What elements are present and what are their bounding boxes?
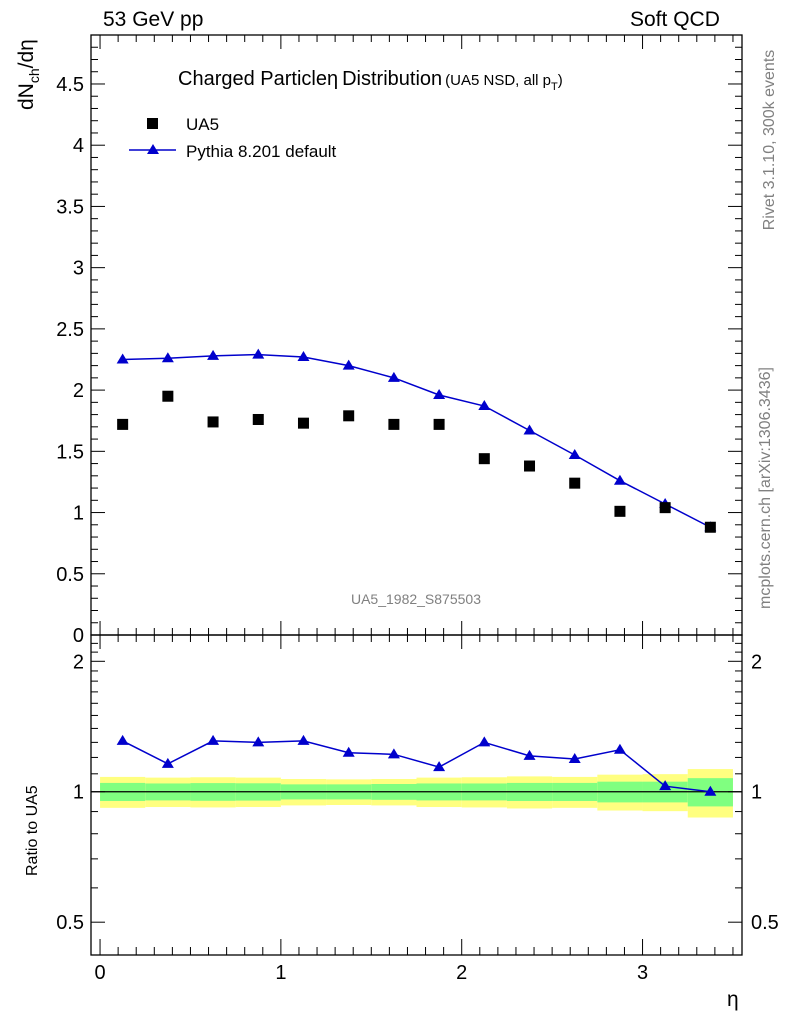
pythia-point xyxy=(387,371,400,382)
pythia-point xyxy=(478,400,491,411)
ratio-point xyxy=(297,734,310,745)
ua5-point xyxy=(704,521,716,533)
ua5-point xyxy=(388,418,400,430)
x-axis-label: η xyxy=(727,988,739,1011)
ua5-point xyxy=(524,460,536,472)
ratio-point xyxy=(387,748,400,759)
x-tick-label: 2 xyxy=(456,962,467,984)
ua5-point xyxy=(162,390,174,402)
main-chart-title: Charged Particleη Distribution (UA5 NSD, a… xyxy=(178,68,563,93)
category-label: Soft QCD xyxy=(630,8,720,31)
main-y-tick-label: 4 xyxy=(73,135,84,157)
legend-pythia-label: Pythia 8.201 default xyxy=(186,142,337,161)
ratio-y-tick-label-right: 2 xyxy=(751,651,762,673)
ua5-point xyxy=(659,502,671,514)
analysis-watermark: UA5_1982_S875503 xyxy=(351,591,481,607)
main-y-tick-label: 3 xyxy=(73,258,84,280)
ratio-point xyxy=(116,734,129,745)
ratio-y-tick-label: 1 xyxy=(73,782,84,804)
main-y-axis-label: dNch/dη xyxy=(15,39,42,110)
pythia-point xyxy=(523,424,536,435)
legend-pythia-marker xyxy=(147,144,159,154)
pythia-point xyxy=(613,474,626,485)
ratio-point xyxy=(433,761,446,772)
ua5-point xyxy=(117,418,129,430)
ratio-line xyxy=(122,740,711,793)
pythia-line xyxy=(122,353,711,528)
x-tick-label: 3 xyxy=(637,962,648,984)
ratio-point xyxy=(613,743,626,754)
ratio-y-axis-label: Ratio to UA5 xyxy=(24,785,41,876)
pythia-point xyxy=(342,359,355,370)
pythia-point xyxy=(116,353,129,364)
ratio-plot-frame xyxy=(90,634,743,956)
ratio-point xyxy=(523,749,536,760)
x-tick-label: 1 xyxy=(275,962,286,984)
ratio-point xyxy=(342,746,355,757)
ratio-y-tick-label-right: 1 xyxy=(751,782,762,804)
ua5-point xyxy=(343,410,355,422)
collision-label: 53 GeV pp xyxy=(103,8,204,31)
ratio-y-tick-label-right: 0.5 xyxy=(751,912,779,934)
main-y-tick-label: 4.5 xyxy=(56,74,84,96)
pythia-point xyxy=(297,351,310,362)
ua5-point xyxy=(252,413,264,425)
main-y-tick-label: 1 xyxy=(73,503,84,525)
main-y-tick-label: 0.5 xyxy=(56,564,84,586)
ratio-point xyxy=(252,736,265,747)
legend-ua5-label: UA5 xyxy=(186,115,219,134)
pythia-point xyxy=(433,389,446,399)
ua5-point xyxy=(207,416,219,428)
pythia-point xyxy=(207,349,220,360)
pythia-point xyxy=(161,352,174,363)
ratio-y-tick-label: 2 xyxy=(73,651,84,673)
x-tick-label: 0 xyxy=(94,962,105,984)
ua5-point xyxy=(478,453,490,465)
main-y-tick-label: 2 xyxy=(73,380,84,402)
ua5-point xyxy=(569,477,581,489)
main-y-tick-label: 0 xyxy=(73,625,84,647)
ratio-point xyxy=(659,780,672,791)
ratio-y-tick-label: 0.5 xyxy=(56,912,84,934)
ratio-point xyxy=(704,785,717,796)
main-y-tick-label: 3.5 xyxy=(56,196,84,218)
main-y-tick-label: 2.5 xyxy=(56,319,84,341)
main-y-tick-label: 1.5 xyxy=(56,441,84,463)
ratio-point xyxy=(568,753,581,764)
pythia-point xyxy=(252,348,265,359)
ua5-point xyxy=(433,418,445,430)
ratio-point xyxy=(161,757,174,768)
ua5-point xyxy=(297,417,309,429)
ratio-point xyxy=(207,734,220,745)
pythia-point xyxy=(568,449,581,459)
legend-ua5-marker xyxy=(147,118,158,129)
ua5-point xyxy=(614,505,626,517)
ratio-point xyxy=(478,736,491,747)
